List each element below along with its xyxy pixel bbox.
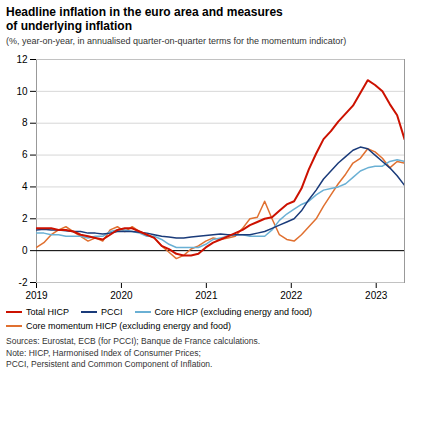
html-text:Total HICP: Total HICP	[26, 307, 69, 317]
html-text:Core momentum HICP (excluding: Core momentum HICP (excluding energy and…	[26, 321, 231, 331]
html-text:(%, year-on-year, in annualise: (%, year-on-year, in annualised quarter-…	[6, 36, 347, 46]
svg-text:6: 6	[22, 149, 28, 160]
svg-text:2023: 2023	[365, 290, 388, 301]
svg-text:2022: 2022	[280, 290, 303, 301]
html-text:Headline inflation in the euro: Headline inflation in the euro area and …	[6, 5, 283, 33]
svg-text:10: 10	[16, 86, 28, 97]
svg-text:0: 0	[22, 245, 28, 256]
html-text:Sources: Eurostat, ECB (for PC: Sources: Eurostat, ECB (for PCCI); Banqu…	[6, 336, 261, 346]
html-text:Note: HICP, Harmonised Index o: Note: HICP, Harmonised Index of Consumer…	[6, 348, 213, 369]
svg-text:4: 4	[22, 181, 28, 192]
svg-text:-2: -2	[19, 277, 28, 288]
svg-text:8: 8	[22, 117, 28, 128]
svg-text:12: 12	[16, 54, 28, 65]
svg-text:2019: 2019	[25, 290, 48, 301]
svg-text:2020: 2020	[110, 290, 133, 301]
html-text:PCCI: PCCI	[101, 307, 123, 317]
svg-text:2021: 2021	[195, 290, 218, 301]
svg-text:2: 2	[22, 213, 28, 224]
html-text:Core HICP (excluding energy an: Core HICP (excluding energy and food)	[154, 307, 312, 317]
